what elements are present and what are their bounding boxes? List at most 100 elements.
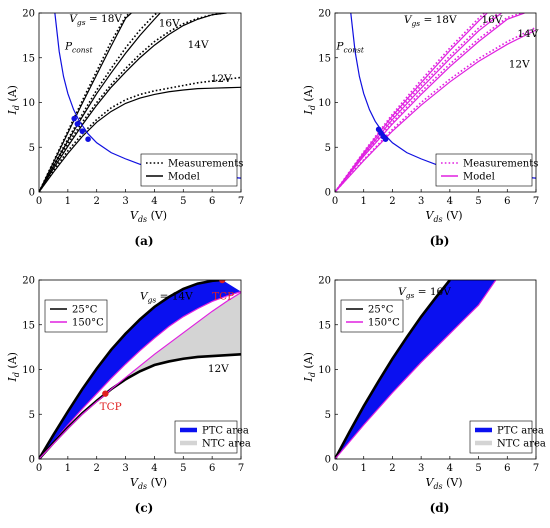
y-tick-label: 20 (22, 9, 35, 20)
y-tick-label: 15 (22, 320, 35, 331)
plot-area (335, 13, 536, 192)
annotation: 14V (517, 28, 538, 40)
x-tick-label: 1 (65, 463, 71, 474)
y-tick-label: 10 (22, 365, 35, 376)
series-line-18v-model (335, 13, 488, 192)
x-tick-label: 5 (475, 196, 481, 207)
legend-box (44, 299, 108, 333)
annotation: Vgs = 18V (69, 13, 122, 27)
series-line-14v-25-c (39, 280, 223, 459)
legend-label: NTC area (202, 439, 251, 450)
x-tick-label: 5 (180, 196, 186, 207)
y-tick-label: 20 (318, 9, 331, 20)
legend-bottom-right: Measurements Model (140, 153, 243, 187)
series-line-18v-measurement (39, 13, 131, 192)
annotation: TCP (100, 401, 122, 413)
y-axis-label: Id (A) (6, 85, 21, 115)
y-axis-label: Id (A) (302, 85, 317, 115)
y-tick-label: 0 (29, 455, 35, 466)
x-axis-label: Vds (V) (130, 209, 167, 224)
panel-label: (c) (135, 501, 154, 515)
series-line-16v-150-c (335, 280, 497, 459)
series-line-16v-model (39, 13, 161, 192)
ntc-area-12v (39, 292, 241, 459)
legend-box (140, 153, 238, 187)
x-tick-label: 4 (151, 196, 157, 207)
series-line-12v-measurement (335, 26, 536, 192)
series-line-16v-measurement (39, 13, 158, 192)
x-tick-label: 3 (418, 196, 424, 207)
x-tick-label: 0 (332, 196, 338, 207)
chart-panel-d: 0 1 2 3 4 5 6 7 0 5 10 15 20 Vds (V) Id (A) (d) Vgs = 16… (302, 276, 546, 516)
intersection-point (74, 121, 81, 127)
y-tick-label: 20 (318, 276, 331, 287)
x-tick-label: 7 (533, 463, 539, 474)
legend-top-left: 25°C 150°C (340, 299, 404, 333)
y-tick-label: 5 (325, 410, 331, 421)
x-tick-label: 6 (504, 196, 510, 207)
x-tick-label: 0 (36, 196, 42, 207)
series-line-14v-150-c (39, 291, 241, 459)
x-tick-label: 4 (447, 463, 453, 474)
x-tick-label: 2 (389, 196, 395, 207)
x-tick-label: 7 (238, 196, 244, 207)
legend-label: PTC area (497, 426, 544, 437)
panel-label: (a) (134, 234, 153, 248)
chart-panel-b: 0 1 2 3 4 5 6 7 0 5 10 15 20 Vds (V) Id (A) (b) Vgs = 18… (302, 9, 539, 249)
series-line-18v-model (39, 13, 132, 192)
legend-box (435, 153, 533, 187)
series-line-16v-model (335, 13, 502, 192)
series-line-12v-model (335, 29, 536, 192)
x-tick-label: 6 (209, 463, 215, 474)
y-tick-label: 15 (318, 53, 331, 64)
x-tick-label: 1 (361, 463, 367, 474)
plot-area (335, 280, 497, 459)
chart-panel-a: 0 1 2 3 4 5 6 7 0 5 10 15 20 Vds (V) Id (A) (a) Vgs = 18… (6, 9, 244, 249)
legend-label: 150°C (368, 318, 400, 329)
annotation: Vgs = 16V (398, 286, 451, 300)
x-tick-label: 0 (332, 463, 338, 474)
x-axis-label: Vds (V) (426, 209, 463, 224)
series-line-12v-150-c (39, 292, 241, 459)
annotation: 16V (159, 17, 180, 29)
y-axis-label: Id (A) (302, 352, 317, 382)
legend-label: Measurements (463, 159, 538, 170)
x-tick-label: 7 (533, 196, 539, 207)
intersection-point (85, 136, 91, 142)
series-line-14v-model (335, 13, 525, 192)
annotation: Pconst (64, 41, 93, 55)
annotation: TCP (212, 291, 234, 303)
series-line-12v-measurement (39, 76, 241, 192)
annotation: 16V (481, 14, 502, 26)
legend-label: Model (168, 172, 200, 183)
y-tick-label: 0 (325, 188, 331, 199)
x-axis-label: Vds (V) (130, 476, 167, 491)
series-line-12v-model (39, 86, 241, 192)
x-tick-label: 3 (122, 196, 128, 207)
x-tick-label: 3 (122, 463, 128, 474)
plot-area (39, 280, 241, 459)
x-tick-label: 6 (209, 196, 215, 207)
legend-label: PTC area (202, 426, 249, 437)
annotation: Vgs = 14V (140, 291, 193, 305)
series-line-16v-measurement (335, 13, 500, 192)
legend-bottom-right: PTC area NTC area (469, 420, 546, 454)
panel-label: (d) (430, 501, 450, 515)
legend-bottom-right: Measurements Model (435, 153, 538, 187)
tcp-point (102, 390, 109, 397)
x-tick-label: 0 (36, 463, 42, 474)
annotation: 14V (188, 39, 209, 51)
series-line-18v-measurement (335, 13, 485, 192)
annotation: 12V (509, 59, 530, 71)
legend-box (174, 420, 238, 454)
y-tick-label: 15 (318, 320, 331, 331)
legend-bottom-right: PTC area NTC area (174, 420, 251, 454)
series-line-14v-measurement (335, 13, 522, 192)
intersection-point (79, 128, 86, 134)
legend-top-left: 25°C 150°C (44, 299, 108, 333)
y-tick-label: 5 (29, 410, 35, 421)
y-tick-label: 15 (22, 53, 35, 64)
legend-label: Model (463, 172, 495, 183)
x-tick-label: 2 (94, 463, 100, 474)
